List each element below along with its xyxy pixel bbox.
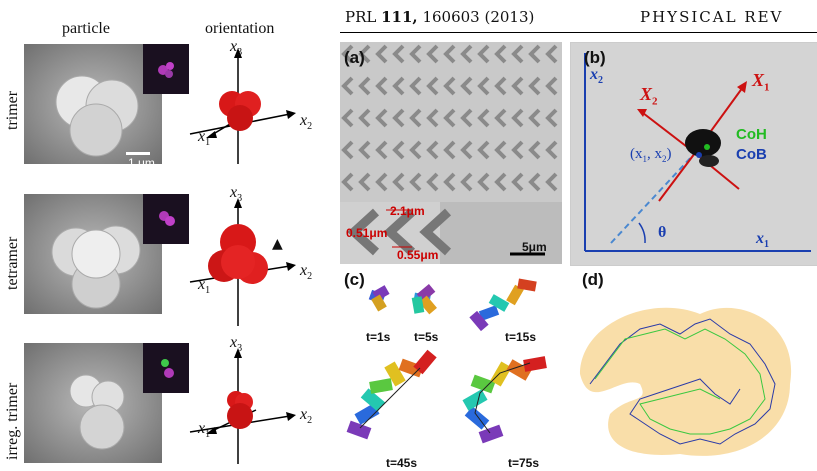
col-header-particle: particle [62,20,110,37]
irreg-x2-label: x2 [300,406,313,427]
trimer-particle-graphic [55,75,150,157]
panel-c-time-3: t=15s [505,330,537,344]
panel-c-time-5: t=75s [508,456,540,470]
panel-c-label: (c) [344,270,365,289]
panel-a-dim-gap: 0.55μm [397,248,439,262]
tetramer-x3-label: x3 [230,184,243,205]
panel-b-x2-axis-label: x2 [590,66,603,87]
header-rule [340,32,817,33]
volume: 111, [381,8,418,26]
panel-a-scale-label: 5μm [522,240,547,254]
trimer-x3-label: x3 [230,38,243,59]
sem-image-irreg-trimer [24,343,162,463]
row-label-trimer: trimer [4,90,21,130]
t1-snapshot [368,285,390,312]
t75-snapshot [462,356,547,444]
col-header-orientation: orientation [205,20,275,37]
tetramer-fluorescence-inset [143,194,189,244]
trimer-scale-label: 1 μm [128,156,155,170]
panel-b-X1-axis-label: X1 [752,70,770,94]
pages-year: 160603 (2013) [417,8,535,26]
tetramer-particle-graphic [51,225,141,309]
panel-c-time-4: t=45s [386,456,418,470]
t15-snapshot [469,278,537,332]
panel-b-graphic [584,53,811,252]
tetramer-x2-label: x2 [300,262,313,283]
panel-b-frame [570,42,817,266]
trimer-x1-label: x1 [198,128,211,149]
panel-b-position-label: (x1, x2) [630,146,672,164]
row-label-tetramer: tetramer [4,236,21,290]
panel-b-theta-label: θ [658,224,667,241]
panel-d-label: (d) [582,270,604,289]
running-title: PHYSICAL REV [640,8,784,26]
panel-b-X2-axis-label: X2 [640,84,658,108]
orientation-diagram-trimer [189,48,296,164]
trimer-x2-label: x2 [300,112,313,133]
irreg-x3-label: x3 [230,334,243,355]
row-label-irreg-trimer: irreg. trimer [4,382,21,460]
panel-a-dim-length: 2.1μm [390,204,425,218]
irreg-trimer-fluorescence-inset [143,343,189,393]
panel-d-trajectory-graphic [580,307,792,456]
tetramer-x1-label: x1 [198,276,211,297]
panel-a-microstructure-image [340,42,562,264]
panel-a-label: (a) [344,48,365,67]
irreg-x1-label: x1 [198,420,211,441]
orientation-diagram-irreg-trimer [189,348,296,464]
panel-b-x1-axis-label: x1 [756,230,769,251]
panel-b-cob-label: CoB [736,146,767,163]
t5-snapshot [411,284,437,315]
panel-a-dim-width: 0.51μm [346,226,388,240]
panel-b-coh-label: CoH [736,126,767,143]
mouse-cursor-icon: ▲ [272,236,283,252]
running-header: PRL 111, 160603 (2013) [345,8,534,26]
chevron-array-graphic [340,42,562,264]
sem-image-tetramer [24,194,162,314]
panel-b-label: (b) [584,48,606,67]
orientation-diagram-tetramer [189,198,296,326]
panel-c-time-1: t=1s [366,330,391,344]
journal-name: PRL [345,8,382,26]
panel-c-time-2: t=5s [414,330,439,344]
sem-image-trimer [24,44,162,164]
panel-c-trajectory-graphic [346,278,547,444]
t45-snapshot [346,349,437,440]
trimer-fluorescence-inset [143,44,189,94]
irreg-trimer-particle-graphic [69,374,125,450]
